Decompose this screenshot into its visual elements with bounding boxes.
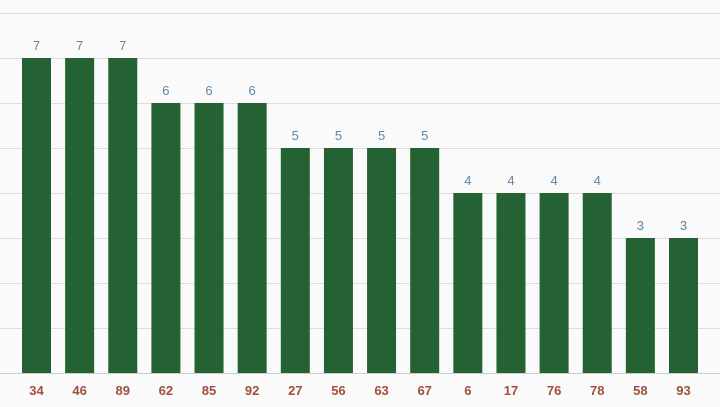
bar-62 (151, 103, 181, 373)
bar-85 (194, 103, 224, 373)
bar-76 (539, 193, 569, 373)
bars (22, 58, 698, 373)
x-tick-label: 56 (331, 383, 345, 398)
value-labels: 7 7 7 6 6 6 5 5 5 5 4 4 4 4 3 3 (33, 38, 687, 233)
x-tick-label: 58 (633, 383, 647, 398)
bar-78 (582, 193, 612, 373)
data-label: 7 (119, 38, 126, 53)
data-label: 5 (378, 128, 385, 143)
x-tick-label: 92 (245, 383, 259, 398)
x-tick-label: 76 (547, 383, 561, 398)
gridlines (0, 13, 720, 374)
x-tick-label: 63 (374, 383, 388, 398)
x-tick-label: 62 (159, 383, 173, 398)
bar-34 (22, 58, 51, 373)
x-tick-label: 78 (590, 383, 604, 398)
data-label: 4 (464, 173, 471, 188)
x-tick-label: 6 (464, 383, 471, 398)
x-tick-label: 85 (202, 383, 216, 398)
bar-27 (280, 148, 310, 373)
bar-46 (65, 58, 95, 373)
bar-58 (625, 238, 655, 373)
x-tick-label: 67 (417, 383, 431, 398)
data-label: 4 (594, 173, 601, 188)
data-label: 5 (421, 128, 428, 143)
bar-67 (410, 148, 440, 373)
data-label: 6 (249, 83, 256, 98)
x-tick-label: 27 (288, 383, 302, 398)
bar-89 (108, 58, 138, 373)
data-label: 6 (162, 83, 169, 98)
data-label: 3 (680, 218, 687, 233)
data-label: 4 (550, 173, 557, 188)
data-label: 3 (637, 218, 644, 233)
x-tick-label: 46 (72, 383, 86, 398)
x-tick-label: 17 (504, 383, 518, 398)
bar-63 (367, 148, 397, 373)
bar-17 (496, 193, 526, 373)
x-tick-label: 34 (29, 383, 44, 398)
bar-6 (453, 193, 483, 373)
x-tick-label: 93 (676, 383, 690, 398)
data-label: 5 (292, 128, 299, 143)
data-label: 7 (33, 38, 40, 53)
data-label: 5 (335, 128, 342, 143)
data-label: 4 (507, 173, 514, 188)
x-tick-label: 89 (116, 383, 130, 398)
data-label: 6 (205, 83, 212, 98)
data-label: 7 (76, 38, 83, 53)
bar-56 (323, 148, 353, 373)
bar-93 (669, 238, 698, 373)
bar-92 (237, 103, 267, 373)
category-labels: 34 46 89 62 85 92 27 56 63 67 6 17 76 78 58 93 (29, 383, 690, 398)
